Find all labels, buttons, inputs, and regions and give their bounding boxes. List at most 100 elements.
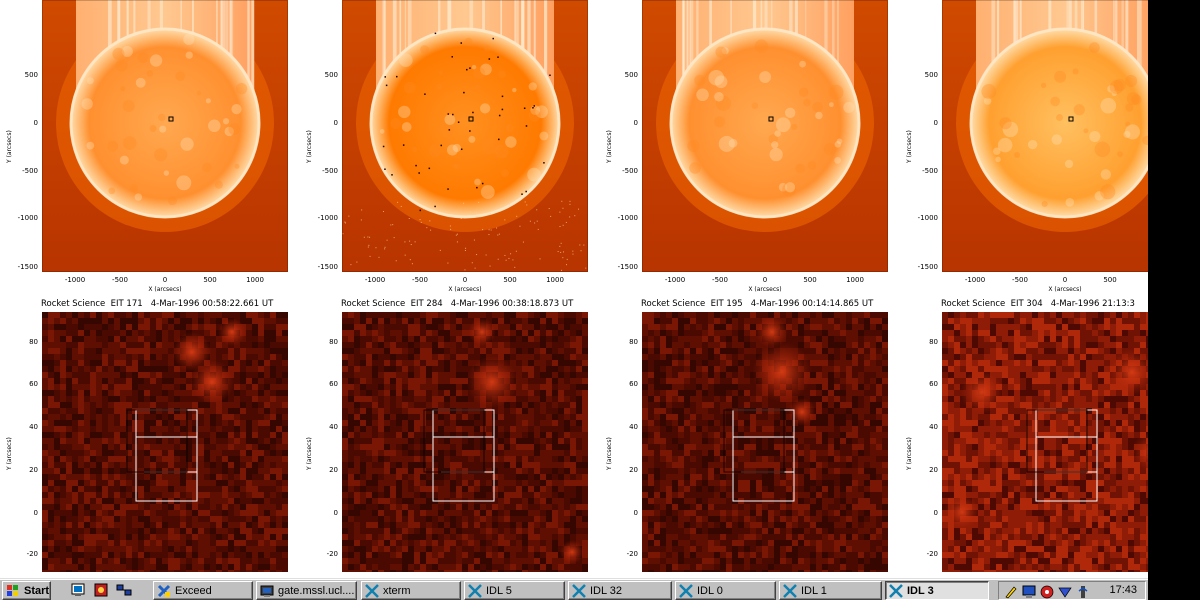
y-tick-label: 60 — [629, 380, 638, 388]
selection-marker — [468, 116, 474, 122]
y-tick-label: -1000 — [317, 214, 338, 222]
y-tick-label: 500 — [624, 71, 638, 79]
region-box — [423, 409, 495, 502]
y-axis-title: Y (arcsecs) — [606, 437, 613, 470]
start-label: Start — [24, 584, 50, 597]
y-axis-title: Y (arcsecs) — [906, 130, 913, 163]
x-tick-label: 500 — [1103, 276, 1117, 284]
x-tick-label: 1000 — [846, 276, 864, 284]
stop-icon[interactable] — [1040, 584, 1054, 599]
full-disk-image-svg — [642, 0, 888, 272]
y-tick-label: 0 — [933, 119, 938, 127]
y-tick-label: 40 — [29, 423, 38, 431]
zoom-mosaic-svg — [942, 312, 1148, 572]
task-button[interactable]: IDL 32 — [568, 581, 672, 600]
y-tick-label: 500 — [324, 71, 338, 79]
y-tick-label: 40 — [629, 423, 638, 431]
full-disk-image-svg — [942, 0, 1148, 272]
selection-marker — [168, 116, 174, 122]
y-tick-label: -20 — [926, 550, 938, 558]
zoom-mosaic-svg — [642, 312, 888, 572]
y-tick-label: -500 — [622, 167, 638, 175]
x-tick-label: -1000 — [64, 276, 86, 284]
pencil-icon[interactable] — [1004, 584, 1018, 599]
x-tick-label: 0 — [762, 276, 768, 284]
pen-icon[interactable] — [1076, 584, 1090, 598]
y-tick-label: 40 — [929, 423, 938, 431]
x-axis-title: X (arcsecs) — [1048, 286, 1082, 293]
full-disk-panel-eit304 — [0, 0, 1, 1]
panel-title: Rocket Science EIT 195 4-Mar-1996 00:14:… — [641, 299, 874, 309]
app-icon[interactable] — [93, 582, 109, 598]
y-axis-title: Y (arcsecs) — [6, 130, 13, 163]
y-axis-title: Y (arcsecs) — [606, 130, 613, 163]
task-label: IDL 5 — [486, 584, 512, 597]
x-icon — [468, 583, 482, 598]
task-button[interactable]: IDL 3 — [885, 581, 989, 600]
y-tick-label: -20 — [626, 550, 638, 558]
x-icon — [889, 583, 903, 598]
y-tick-label: -1500 — [317, 263, 338, 271]
y-tick-label: -1500 — [617, 263, 638, 271]
x-icon — [679, 583, 693, 598]
x-tick-label: -500 — [112, 276, 128, 284]
region-box — [126, 409, 198, 502]
y-tick-label: 40 — [329, 423, 338, 431]
y-axis-title: Y (arcsecs) — [306, 437, 313, 470]
y-tick-label: 80 — [629, 338, 638, 346]
start-button[interactable]: Start — [2, 581, 51, 600]
task-button[interactable]: Exceed — [153, 581, 253, 600]
full-disk-image — [942, 0, 1148, 272]
x-tick-label: -500 — [412, 276, 428, 284]
task-label: IDL 32 — [590, 584, 623, 597]
y-tick-label: 20 — [29, 466, 38, 474]
network-icon[interactable] — [116, 582, 132, 598]
x-tick-label: -500 — [1012, 276, 1028, 284]
y-tick-label: 80 — [29, 338, 38, 346]
y-tick-label: -1500 — [917, 263, 938, 271]
x-tick-label: 0 — [1062, 276, 1068, 284]
monitor-icon[interactable] — [1022, 584, 1036, 598]
y-tick-label: 0 — [333, 509, 338, 517]
x-axis-title: X (arcsecs) — [748, 286, 782, 293]
zoom-mosaic-svg — [342, 312, 588, 572]
exceed-icon — [157, 584, 171, 598]
region-box — [723, 409, 795, 502]
y-tick-label: -20 — [26, 550, 38, 558]
panel-title: Rocket Science EIT 304 4-Mar-1996 21:13:… — [941, 299, 1135, 309]
full-disk-image — [642, 0, 888, 272]
y-tick-label: -1500 — [17, 263, 38, 271]
task-button[interactable]: IDL 1 — [779, 581, 882, 600]
task-button[interactable]: xterm — [361, 581, 461, 600]
task-button[interactable]: IDL 0 — [675, 581, 776, 600]
idl-graphics-window: 500 0 -500 -1000 -1500 -1000 -500 0 500 1000 X (ar… — [0, 0, 1148, 572]
y-tick-label: 80 — [329, 338, 338, 346]
y-tick-label: 60 — [29, 380, 38, 388]
full-disk-image-svg — [342, 0, 588, 272]
task-button[interactable]: IDL 5 — [464, 581, 565, 600]
y-tick-label: 0 — [33, 119, 38, 127]
x-tick-label: -1000 — [364, 276, 386, 284]
y-tick-label: -500 — [322, 167, 338, 175]
y-tick-label: 20 — [329, 466, 338, 474]
screen-edge-strip — [1148, 0, 1200, 600]
y-tick-label: 60 — [329, 380, 338, 388]
panel-title: Rocket Science EIT 171 4-Mar-1996 00:58:… — [41, 299, 274, 309]
y-tick-label: -500 — [22, 167, 38, 175]
volume-icon[interactable] — [1058, 584, 1072, 598]
task-label: IDL 0 — [697, 584, 723, 597]
terminal-icon — [260, 584, 274, 598]
x-tick-label: 0 — [162, 276, 168, 284]
x-tick-label: -1000 — [664, 276, 686, 284]
windows-logo-icon — [6, 584, 20, 598]
taskbar: Start Exceed gate.mssl.ucl.... xterm IDL 5 I… — [0, 578, 1148, 600]
zoom-mosaic-image — [942, 312, 1148, 572]
region-box — [1026, 409, 1098, 502]
y-tick-label: 500 — [24, 71, 38, 79]
task-label: xterm — [383, 584, 411, 597]
task-label: IDL 3 — [907, 584, 934, 597]
task-button[interactable]: gate.mssl.ucl.... — [256, 581, 357, 600]
zoom-mosaic-svg — [42, 312, 288, 572]
selection-marker — [1068, 116, 1074, 122]
desktop-icon[interactable] — [70, 582, 86, 598]
